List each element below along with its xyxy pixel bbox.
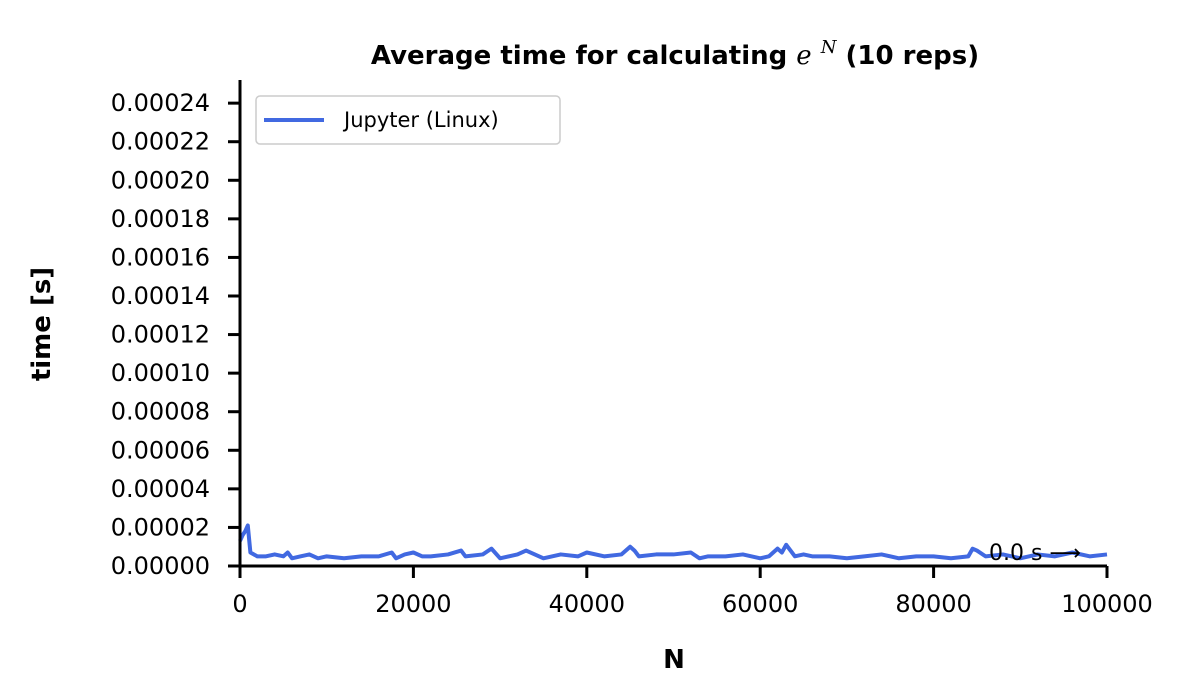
x-tick-label: 0 [232,590,247,618]
plot-area [238,523,1108,561]
chart-title-prefix: Average time for calculating [371,41,796,71]
y-tick-label: 0.00024 [111,89,210,117]
y-axis-label: time [s] [27,267,57,381]
y-tick-label: 0.00010 [111,359,210,387]
chart-title: Average time for calculating e N (10 rep… [371,30,979,71]
y-tick-label: 0.00014 [111,282,210,310]
x-axis-label: N [663,645,685,675]
y-tick-label: 0.00016 [111,243,210,271]
x-tick-label: 80000 [895,590,971,618]
x-tick-label: 40000 [549,590,625,618]
x-tick-label: 100000 [1061,590,1153,618]
chart-title-math-exp: N [820,37,838,58]
axes: 0 20000 40000 60000 80000 100000 0.00000 0.0000… [111,80,1153,618]
series-line-0 [238,523,1108,561]
legend-entry-label: Jupyter (Linux) [342,108,499,132]
legend: Jupyter (Linux) [255,95,561,145]
annotations: 0.0 s ⟶ [989,541,1081,566]
y-tick-label: 0.00012 [111,321,210,349]
y-tick-label: 0.00022 [111,128,210,156]
x-tick-label: 20000 [375,590,451,618]
y-tick-label: 0.00000 [111,552,210,580]
y-tick-label: 0.00018 [111,205,210,233]
x-tick-label: 60000 [722,590,798,618]
chart-title-math-base: e [796,41,811,71]
y-tick-label: 0.00006 [111,436,210,464]
chart-title-suffix: (10 reps) [846,41,980,71]
annotation-label: 0.0 s ⟶ [989,541,1081,566]
y-tick-label: 0.00020 [111,166,210,194]
y-tick-label: 0.00008 [111,398,210,426]
y-tick-label: 0.00002 [111,513,210,541]
y-tick-label: 0.00004 [111,475,210,503]
legend-box [255,95,561,145]
